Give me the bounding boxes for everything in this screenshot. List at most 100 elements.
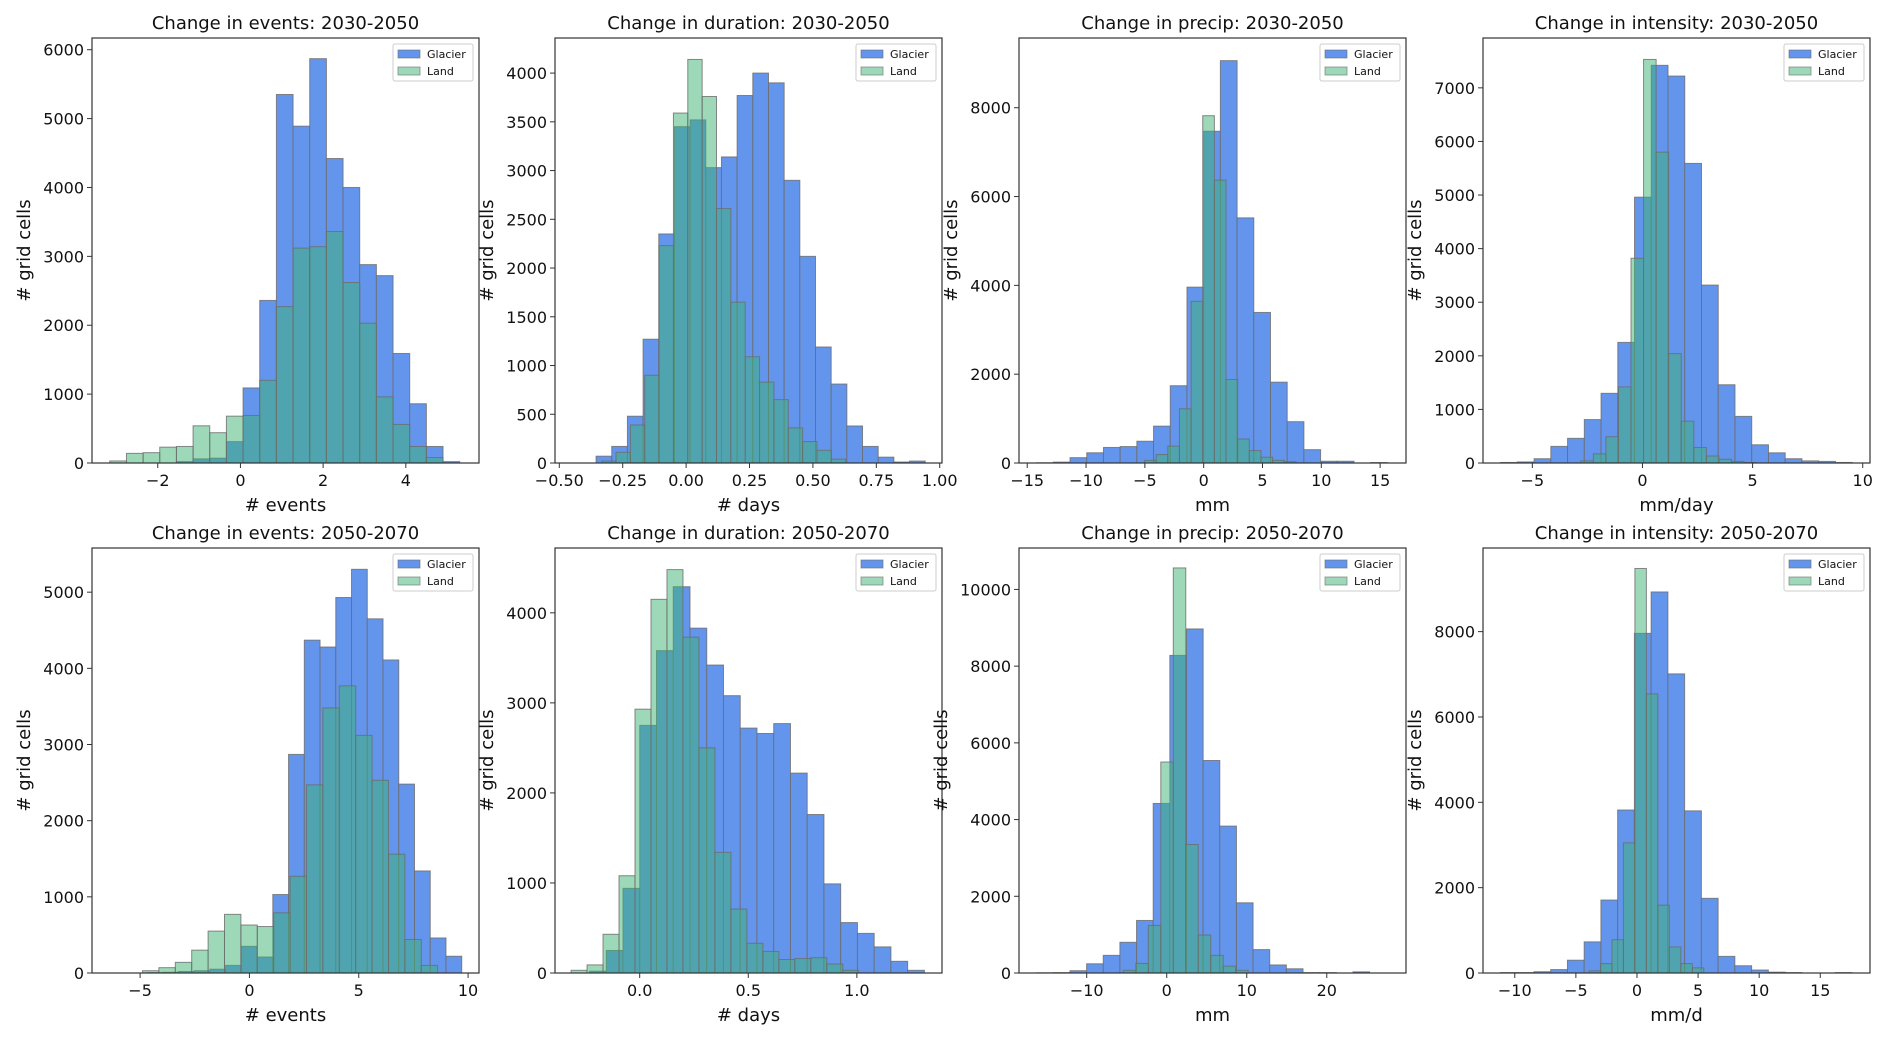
x-axis-label: # events — [245, 495, 326, 516]
histogram-bar — [873, 946, 892, 974]
legend-label: Glacier — [1354, 558, 1393, 571]
histogram-bar — [1583, 941, 1602, 974]
histogram-bar — [687, 58, 703, 464]
histogram-bar — [615, 451, 631, 464]
y-tick-label: 4000 — [970, 811, 1011, 830]
histogram-bar — [1172, 567, 1187, 974]
histogram-bar — [1691, 967, 1705, 974]
series-glacier — [1036, 628, 1371, 974]
x-tick-label: 5 — [1693, 981, 1703, 1000]
histogram-panel: 0.0 0.5 1.0 0 1000 2000 3000 4000 Change in dura… — [477, 523, 943, 1026]
x-tick-label: 10 — [1853, 471, 1873, 490]
y-tick-label: 4000 — [43, 659, 84, 678]
y-tick-label: 1000 — [506, 357, 547, 376]
histogram-bar — [1645, 693, 1659, 974]
histogram-bar — [1700, 897, 1719, 974]
histogram-bar — [142, 452, 161, 464]
axes-frame — [1482, 37, 1871, 464]
legend-label: Glacier — [1354, 48, 1393, 61]
legend-swatch-glacier — [860, 49, 884, 59]
x-tick-label: 0.00 — [668, 471, 704, 490]
histogram-bar — [1700, 284, 1719, 464]
y-tick-label: 2000 — [1434, 879, 1475, 898]
histogram-bar — [1190, 300, 1204, 464]
histogram-bar — [1225, 379, 1239, 464]
histogram-panel: −2 0 2 4 0 1000 2000 3000 4000 5000 6000 Change in … — [14, 13, 480, 516]
x-tick-label: 10 — [1749, 981, 1769, 1000]
y-axis-label: # grid cells — [1405, 709, 1426, 811]
x-tick-label: −5 — [1564, 981, 1588, 1000]
histogram-bar — [1235, 902, 1254, 974]
histogram-bar — [1657, 904, 1670, 974]
y-tick-label: 4000 — [506, 604, 547, 623]
axes-frame — [1482, 547, 1871, 974]
histogram-bar — [1069, 457, 1088, 464]
histogram-bar — [1668, 946, 1682, 974]
histogram-bar — [1222, 965, 1237, 974]
y-tick-label: 2000 — [43, 316, 84, 335]
x-axis-label: # events — [245, 1005, 326, 1026]
histogram-bar — [756, 732, 775, 974]
y-tick-label: 0 — [1465, 454, 1475, 473]
histogram-bar — [730, 301, 746, 464]
histogram-bar — [1751, 444, 1769, 464]
legend-swatch-land — [397, 66, 421, 76]
histogram-bar — [1667, 673, 1686, 974]
chart-title: Change in duration: 2050-2070 — [607, 523, 889, 544]
histogram-bar — [1303, 449, 1322, 464]
histogram-bar — [305, 784, 324, 974]
y-tick-label: 4000 — [1434, 793, 1475, 812]
histogram-bar — [1269, 381, 1288, 464]
histogram-bar — [1102, 446, 1121, 464]
legend-swatch-land — [860, 576, 884, 586]
histogram-bar — [1102, 954, 1121, 974]
histogram-bar — [794, 958, 812, 974]
x-tick-label: 0 — [1637, 471, 1647, 490]
chart-title: Change in events: 2050-2070 — [152, 523, 419, 544]
histogram-bar — [1622, 842, 1636, 974]
histogram-bar — [1592, 453, 1607, 464]
histogram-panel: −5 0 5 10 0 1000 2000 3000 4000 5000 6000 7000 Chang… — [1405, 13, 1873, 516]
histogram-bar — [1202, 115, 1215, 464]
histogram-bar — [158, 967, 176, 974]
x-tick-label: 15 — [1370, 471, 1390, 490]
axes-frame — [554, 37, 943, 464]
histogram-bar — [634, 708, 652, 974]
y-axis-label: # grid cells — [941, 199, 962, 301]
y-tick-label: 1000 — [506, 874, 547, 893]
histogram-bar — [175, 445, 194, 464]
histogram-bar — [856, 932, 875, 974]
histogram-bar — [746, 942, 764, 974]
chart-title: Change in events: 2030-2050 — [152, 13, 419, 34]
legend-label: Land — [1354, 575, 1381, 588]
x-tick-label: 0.75 — [859, 471, 895, 490]
y-tick-label: 6000 — [970, 734, 1011, 753]
series-land — [570, 569, 860, 974]
histogram-bar — [1119, 446, 1138, 464]
legend: Glacier Land — [855, 553, 937, 592]
histogram-bar — [762, 950, 780, 974]
histogram-bar — [342, 282, 361, 464]
histogram-bar — [1253, 311, 1271, 464]
histogram-bar — [1693, 446, 1707, 464]
histogram-bar — [273, 912, 291, 974]
x-tick-label: −5 — [128, 981, 152, 1000]
x-tick-label: −0.25 — [598, 471, 647, 490]
histogram-bar — [1119, 941, 1138, 974]
histogram-bar — [445, 955, 463, 974]
y-tick-label: 1000 — [43, 385, 84, 404]
histogram-bar — [826, 963, 844, 974]
histogram-bar — [1155, 454, 1169, 464]
histogram-panel: −15 −10 −5 0 5 10 15 0 2000 4000 6000 8000 Change in… — [941, 13, 1407, 516]
histogram-bar — [629, 424, 646, 464]
x-tick-label: 0.5 — [736, 981, 761, 1000]
legend-swatch-glacier — [1324, 49, 1348, 59]
x-tick-label: 0.0 — [627, 981, 652, 1000]
y-tick-label: 3500 — [506, 113, 547, 132]
histogram-bar — [1643, 58, 1657, 464]
histogram-bar — [191, 949, 209, 974]
histogram-bar — [1705, 455, 1720, 464]
histogram-bar — [355, 734, 373, 974]
